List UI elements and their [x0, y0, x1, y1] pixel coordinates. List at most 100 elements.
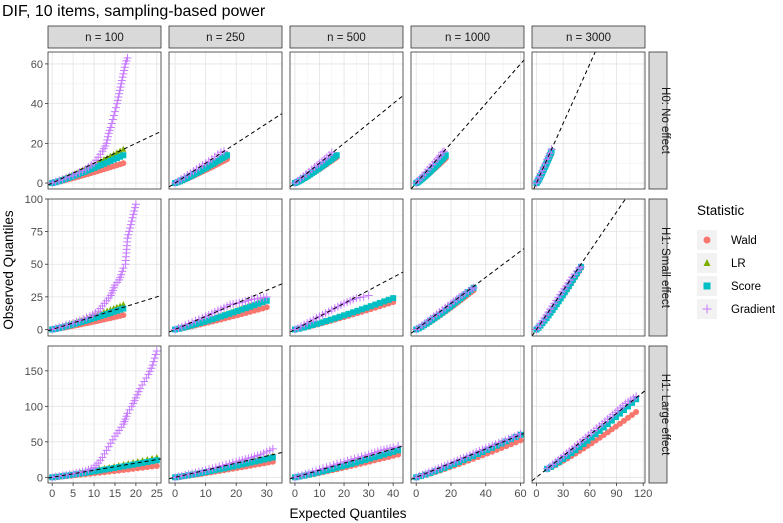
data-point-score — [385, 450, 392, 457]
row-strip-label: H0: No effect — [659, 87, 671, 155]
data-point-score — [357, 458, 364, 465]
data-point-gradient — [114, 93, 123, 102]
data-point-gradient — [119, 69, 128, 78]
data-point-score — [620, 407, 627, 414]
data-point-score — [224, 152, 231, 159]
data-point-score — [315, 469, 322, 476]
data-point-score — [474, 451, 481, 458]
x-tick-label: 0 — [292, 488, 298, 500]
col-strip-label: n = 1000 — [445, 32, 490, 44]
data-layer — [171, 444, 277, 482]
data-layer — [290, 291, 397, 334]
panel-border — [168, 51, 283, 190]
data-point-score — [139, 459, 146, 466]
data-point-score — [226, 310, 233, 317]
data-point-score — [592, 431, 599, 438]
data-point-score — [251, 302, 258, 309]
row-strip: H0: No effect — [648, 51, 671, 190]
panel — [531, 51, 646, 190]
data-point-gradient — [357, 452, 366, 461]
data-point-gradient — [315, 465, 324, 474]
x-tick-label: 30 — [362, 488, 374, 500]
data-point-gradient — [90, 463, 99, 472]
gridlines — [532, 199, 645, 336]
reference-line — [411, 59, 524, 189]
data-point-gradient — [129, 210, 138, 219]
col-strip-label: n = 100 — [85, 32, 124, 44]
panel-border — [531, 198, 646, 337]
gridlines — [290, 52, 403, 189]
data-point-wald — [508, 441, 515, 448]
y-tick-label: 0 — [37, 472, 43, 484]
data-point-score — [84, 167, 91, 174]
data-point-score — [345, 310, 352, 317]
data-point-score — [75, 319, 82, 326]
col-strip: n = 1000 — [410, 25, 525, 49]
data-point-wald — [120, 312, 127, 319]
data-point-gradient — [501, 436, 510, 445]
data-point-score — [608, 417, 615, 424]
x-tick-label: 0 — [533, 488, 539, 500]
data-point-score — [564, 453, 571, 460]
data-point-score — [600, 424, 607, 431]
x-tick-label: 30 — [261, 488, 273, 500]
data-point-score — [305, 323, 312, 330]
x-tick-label: 60 — [514, 488, 526, 500]
data-point-score — [265, 455, 272, 462]
data-point-score — [94, 163, 101, 170]
data-point-gradient — [347, 455, 356, 464]
data-point-gradient — [194, 315, 203, 324]
x-tick-label: 90 — [610, 488, 622, 500]
reference-line — [411, 432, 524, 480]
data-point-gradient — [108, 435, 117, 444]
panel: 0 25 50 75 100 — [25, 194, 162, 336]
col-strip: n = 3000 — [531, 25, 646, 49]
data-point-score — [465, 455, 472, 462]
data-point-gradient — [117, 79, 126, 88]
data-point-score — [247, 303, 254, 310]
data-point-score — [78, 319, 85, 326]
data-point-score — [134, 460, 141, 467]
data-point-score — [107, 309, 114, 316]
x-tick-label: 30 — [557, 488, 569, 500]
data-point-gradient — [364, 291, 373, 300]
data-layer — [290, 442, 403, 482]
data-point-score — [376, 452, 383, 459]
panel-border — [289, 345, 404, 484]
panel: 0 5 10 15 20 25 0 50 100 150 — [25, 345, 163, 500]
y-tick-label: 40 — [31, 99, 43, 111]
col-strip: n = 500 — [289, 25, 404, 49]
panel-background — [169, 52, 282, 189]
panel: 0 20 40 60 — [31, 51, 162, 190]
panel — [531, 198, 646, 337]
data-point-score — [120, 463, 127, 470]
y-tick-label: 50 — [31, 259, 43, 271]
y-tick-label: 0 — [37, 178, 43, 190]
data-point-score — [301, 472, 308, 479]
reference-line — [290, 271, 403, 333]
data-point-wald — [498, 445, 505, 452]
gridlines — [411, 52, 524, 189]
data-point-gradient — [48, 325, 57, 334]
data-point-score — [101, 466, 108, 473]
data-point-gradient — [113, 96, 122, 105]
data-point-gradient — [359, 292, 368, 301]
col-strip-label: n = 3000 — [566, 32, 611, 44]
data-point-score — [220, 465, 227, 472]
data-point-gradient — [488, 441, 497, 450]
legend-label: Gradient — [731, 304, 776, 316]
data-point-gradient — [55, 323, 64, 332]
y-tick-label: 60 — [31, 59, 43, 71]
x-tick-label: 0 — [413, 488, 419, 500]
data-point-gradient — [117, 76, 126, 85]
data-point-score — [68, 471, 75, 478]
data-point-score — [341, 312, 348, 319]
gridlines — [290, 346, 403, 483]
panel-border — [531, 345, 646, 484]
data-point-gradient — [131, 203, 140, 212]
data-point-gradient — [65, 172, 74, 181]
series-gradient — [48, 200, 140, 334]
series-gradient — [290, 291, 373, 334]
data-point-score — [455, 459, 462, 466]
data-point-gradient — [113, 99, 122, 108]
